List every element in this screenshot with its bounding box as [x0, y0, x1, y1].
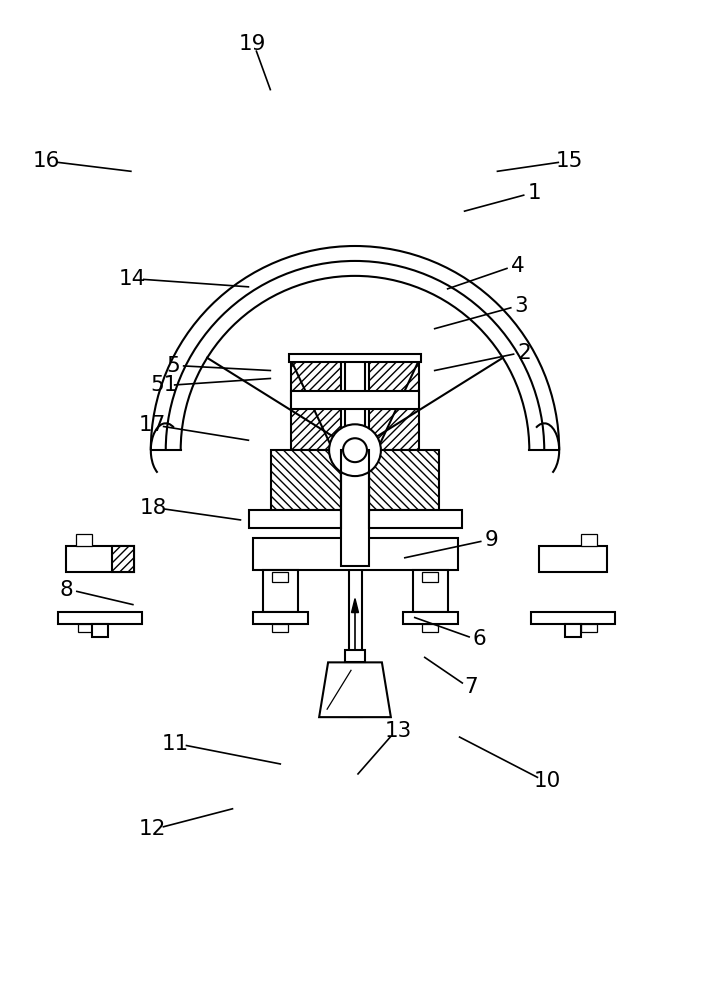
Circle shape [329, 424, 381, 476]
Text: 7: 7 [464, 677, 479, 697]
Bar [349, 426, 362, 717]
Text: 9: 9 [485, 530, 498, 550]
Circle shape [343, 438, 367, 462]
Bar [289, 354, 421, 362]
Polygon shape [319, 662, 391, 717]
Text: 8: 8 [59, 580, 73, 600]
Text: 19: 19 [239, 34, 266, 54]
Bar [345, 361, 365, 474]
Bar [271, 450, 439, 510]
Text: 6: 6 [473, 629, 486, 649]
Bar [249, 510, 462, 528]
Bar [291, 391, 419, 409]
Text: 18: 18 [140, 498, 168, 518]
Text: 1: 1 [528, 183, 541, 203]
Bar [263, 570, 298, 612]
Bar [345, 650, 365, 662]
Text: 12: 12 [139, 819, 166, 839]
Bar [369, 361, 419, 450]
Bar [540, 546, 607, 572]
Bar [78, 624, 94, 632]
Text: 11: 11 [162, 734, 190, 754]
Bar [253, 538, 458, 570]
Bar [581, 624, 597, 632]
Bar [565, 624, 581, 637]
Bar [422, 624, 437, 632]
Text: 3: 3 [515, 296, 528, 316]
Bar [413, 570, 447, 612]
Bar [58, 612, 142, 624]
Text: 15: 15 [555, 151, 583, 171]
Bar [253, 612, 308, 624]
Text: 4: 4 [510, 256, 524, 276]
Text: 51: 51 [150, 375, 178, 395]
Text: 2: 2 [518, 343, 531, 363]
Bar [273, 624, 288, 632]
Bar [531, 612, 615, 624]
Text: 10: 10 [534, 771, 561, 791]
Text: 17: 17 [139, 415, 166, 435]
Bar [273, 572, 288, 582]
Text: 16: 16 [33, 151, 60, 171]
Bar [341, 450, 369, 511]
Bar [76, 534, 92, 546]
Bar [66, 546, 134, 572]
Polygon shape [351, 599, 359, 613]
Bar [341, 448, 369, 566]
Text: 14: 14 [119, 269, 146, 289]
Bar [403, 612, 458, 624]
Bar [422, 572, 437, 582]
Bar [92, 624, 108, 637]
Bar [291, 361, 341, 450]
Bar [112, 546, 134, 572]
Bar [581, 534, 597, 546]
Text: 13: 13 [384, 721, 412, 741]
Text: 5: 5 [166, 356, 180, 376]
